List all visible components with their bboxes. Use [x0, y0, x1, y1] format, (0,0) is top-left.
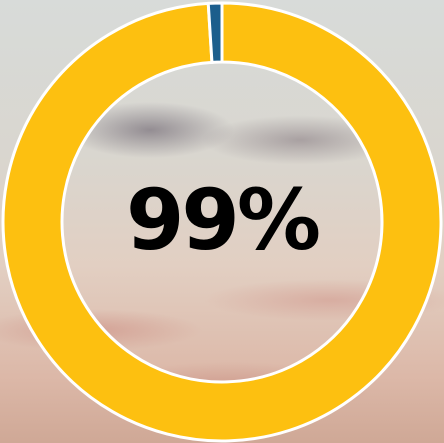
center-label: 99%	[126, 171, 319, 269]
donut-segment	[206, 1, 224, 64]
